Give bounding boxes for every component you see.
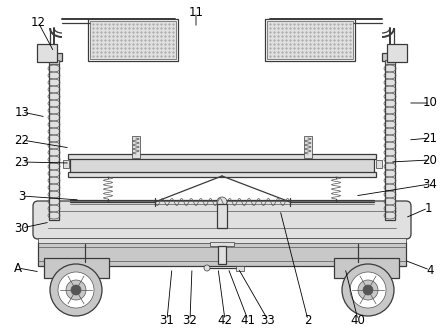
- Text: 42: 42: [218, 314, 233, 326]
- Bar: [88, 19, 178, 61]
- Bar: [49, 60, 59, 220]
- Circle shape: [358, 280, 378, 300]
- Bar: [385, 60, 395, 220]
- Bar: [68, 154, 376, 159]
- Bar: [217, 204, 227, 228]
- Text: 22: 22: [15, 134, 30, 146]
- Text: 33: 33: [260, 314, 276, 326]
- Bar: [132, 136, 140, 158]
- Text: 40: 40: [350, 314, 365, 326]
- Bar: [38, 238, 406, 243]
- Text: 11: 11: [189, 6, 203, 18]
- Text: 21: 21: [423, 132, 438, 144]
- Bar: [46, 53, 62, 61]
- Text: 31: 31: [159, 314, 175, 326]
- Bar: [63, 160, 69, 168]
- Circle shape: [342, 264, 394, 316]
- Circle shape: [71, 285, 81, 295]
- Bar: [334, 258, 399, 278]
- Circle shape: [66, 280, 86, 300]
- Circle shape: [363, 285, 373, 295]
- Text: 10: 10: [423, 96, 437, 110]
- Circle shape: [50, 264, 102, 316]
- Circle shape: [58, 272, 94, 308]
- FancyBboxPatch shape: [33, 201, 411, 239]
- Bar: [236, 266, 244, 271]
- Bar: [382, 53, 398, 61]
- Circle shape: [217, 197, 227, 207]
- Bar: [38, 242, 406, 266]
- Text: 2: 2: [304, 314, 312, 326]
- Bar: [37, 44, 57, 62]
- Bar: [210, 242, 234, 246]
- Text: 30: 30: [15, 221, 29, 235]
- Bar: [44, 258, 109, 278]
- Bar: [68, 172, 376, 177]
- Bar: [265, 19, 355, 61]
- Text: 32: 32: [183, 314, 198, 326]
- Text: 1: 1: [424, 201, 432, 215]
- Circle shape: [204, 265, 210, 271]
- Text: 20: 20: [423, 154, 437, 166]
- Bar: [49, 60, 59, 64]
- Circle shape: [350, 272, 386, 308]
- Bar: [304, 136, 312, 158]
- Text: 34: 34: [423, 178, 437, 190]
- Bar: [218, 246, 226, 264]
- Text: 4: 4: [426, 264, 434, 276]
- Text: 13: 13: [15, 106, 29, 118]
- Text: 3: 3: [18, 190, 26, 203]
- Bar: [267, 21, 353, 59]
- Bar: [376, 160, 382, 168]
- Text: 12: 12: [31, 15, 46, 29]
- Bar: [90, 21, 176, 59]
- Bar: [387, 44, 407, 62]
- Text: A: A: [14, 262, 22, 274]
- Bar: [385, 60, 395, 64]
- Bar: [70, 158, 374, 173]
- Text: 41: 41: [241, 314, 256, 326]
- Text: 23: 23: [15, 156, 29, 168]
